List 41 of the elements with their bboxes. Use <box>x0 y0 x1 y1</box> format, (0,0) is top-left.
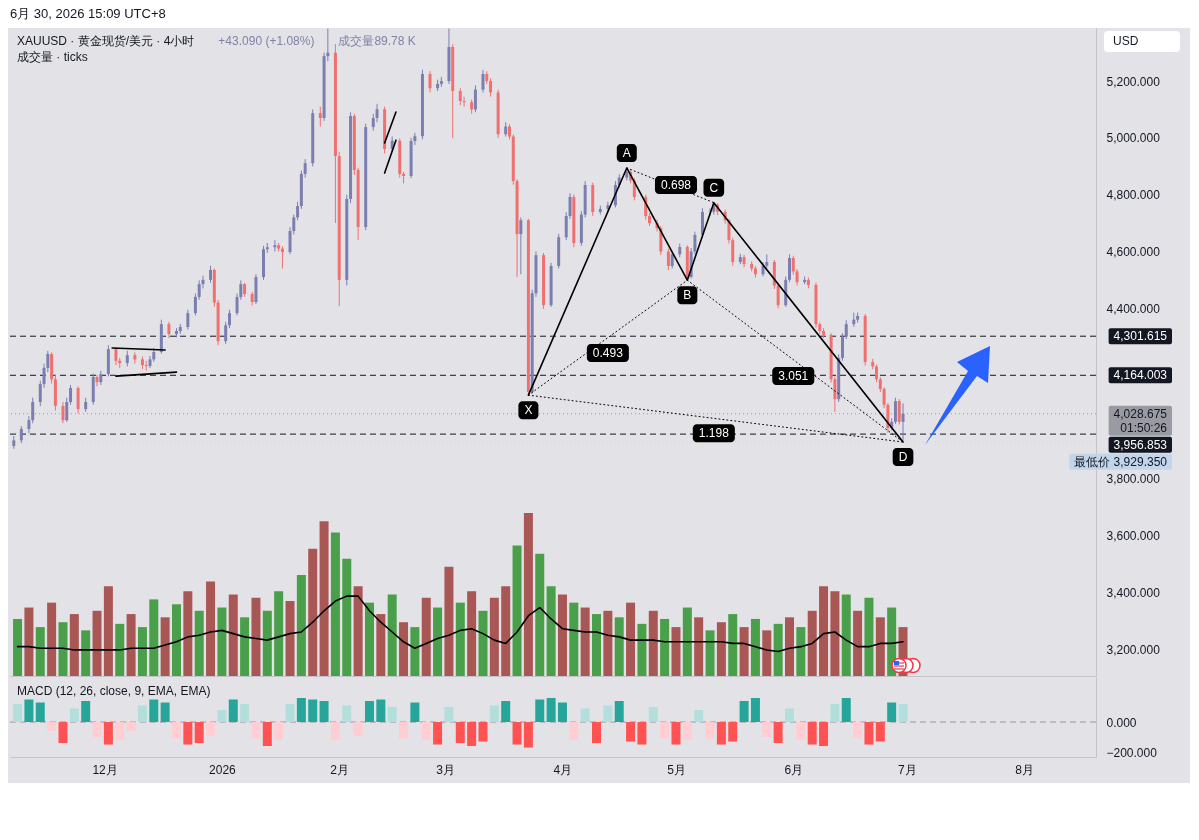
ref-line-label: 3,956.853 <box>1113 437 1168 452</box>
y-tick-label: 4,800.000 <box>1106 188 1161 203</box>
x-tick-label: 2月 <box>330 762 350 777</box>
annotation: B <box>683 288 692 303</box>
y-tick-label: 4,600.000 <box>1106 244 1161 259</box>
annotation: 成交量89.78 K <box>338 34 416 48</box>
annotation: C <box>709 180 719 195</box>
annotation: X <box>524 403 533 418</box>
x-tick-label: 3月 <box>436 762 455 777</box>
annotation: 0.493 <box>592 346 624 361</box>
y-tick-label: 3,200.000 <box>1106 642 1161 657</box>
text: 6月 30, 2026 15:09 UTC+8 <box>10 6 166 21</box>
annotation: D <box>898 450 908 465</box>
x-tick-label: 7月 <box>897 762 917 777</box>
y-tick-label: 0.000 <box>1106 715 1137 730</box>
x-tick-label: 12月 <box>92 762 118 777</box>
x-tick-label: 4月 <box>553 762 573 777</box>
annotation: +43.090 (+1.08%) <box>218 34 315 48</box>
y-tick-label: 3,600.000 <box>1106 528 1161 543</box>
x-tick-label: 6月 <box>784 762 804 777</box>
y-tick-label: 5,000.000 <box>1106 131 1161 146</box>
ref-line-label: 4,028.675 01:50:26 <box>1113 406 1168 435</box>
ref-line-label: 4,164.003 <box>1113 368 1168 383</box>
x-tick-label: 8月 <box>1015 762 1034 777</box>
annotation: 3.051 <box>778 369 809 384</box>
y-tick-label: 3,400.000 <box>1106 585 1161 600</box>
ref-line-label: 4,301.615 <box>1113 329 1168 344</box>
annotation: 1.198 <box>698 426 730 441</box>
ref-line-label: 最低价 3,929.350 <box>1074 454 1168 469</box>
annotation: A <box>622 145 631 160</box>
x-tick-label: 2026 <box>209 762 237 777</box>
x-tick-label: 5月 <box>667 762 686 777</box>
text: MACD (12, 26, close, 9, EMA, EMA) <box>17 684 211 698</box>
currency-button: USD <box>1104 31 1180 52</box>
chart-title: 成交量 · ticks <box>17 50 88 64</box>
y-tick-label: −200.000 <box>1106 745 1158 760</box>
annotation: 0.698 <box>660 178 692 193</box>
text: XAUUSD · 黄金现货/美元 · 4小时 <box>17 34 195 48</box>
y-tick-label: 4,400.000 <box>1106 301 1161 316</box>
y-tick-label: 3,800.000 <box>1106 472 1161 487</box>
y-tick-label: 5,200.000 <box>1106 74 1161 89</box>
